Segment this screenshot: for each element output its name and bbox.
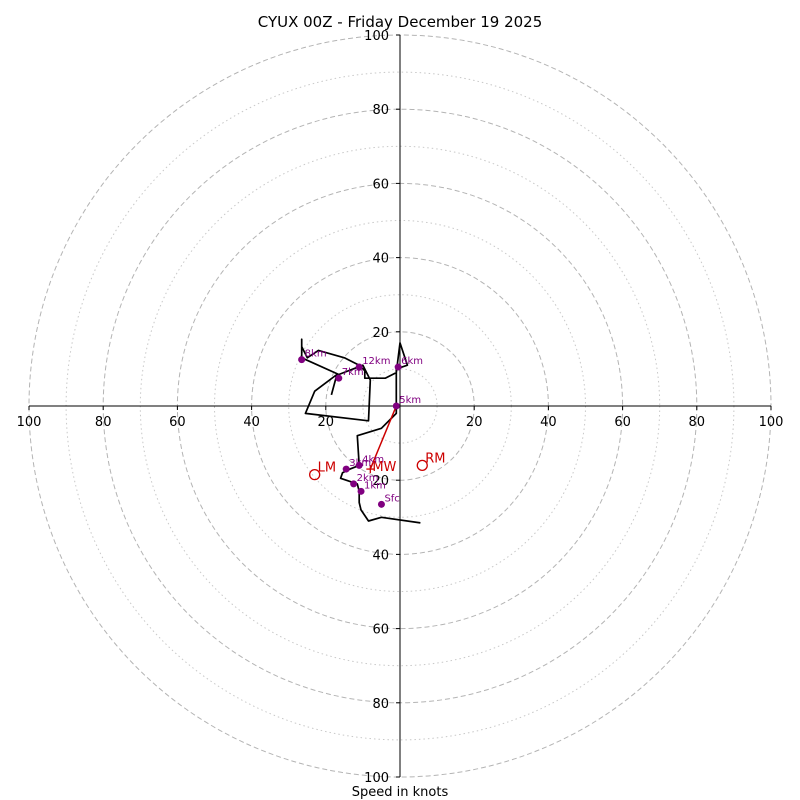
hodograph-trace — [300, 338, 421, 524]
chart-title: CYUX 00Z - Friday December 19 2025 — [258, 13, 543, 31]
height-label-2km: 2km — [357, 473, 379, 484]
height-marker-12km — [355, 363, 363, 371]
y-tick-label: 100 — [364, 771, 389, 786]
storm-motion-marker-rm — [416, 459, 428, 472]
height-marker-1km — [357, 487, 365, 495]
y-tick-label: 100 — [364, 29, 389, 44]
shear-vector-line — [369, 405, 397, 470]
x-tick-label: 20 — [466, 415, 483, 430]
height-marker-sfc — [377, 500, 385, 508]
height-marker-5km — [392, 402, 400, 410]
height-markers: Sfc1km2km3km4km5km6km7km8km12km — [298, 349, 423, 508]
height-label-4km: 4km — [362, 454, 384, 465]
height-label-6km: 6km — [401, 356, 423, 367]
height-marker-2km — [350, 480, 358, 488]
y-tick-label: 20 — [372, 326, 389, 341]
height-label-8km: 8km — [305, 349, 327, 360]
x-tick-label: 100 — [759, 415, 784, 430]
axes — [29, 35, 771, 777]
height-label-1km: 1km — [364, 480, 386, 491]
y-tick-label: 80 — [372, 697, 389, 712]
storm-motion: LM RM MW — [309, 405, 446, 481]
height-marker-4km — [355, 461, 363, 469]
x-tick-label: 60 — [169, 415, 186, 430]
height-label-12km: 12km — [362, 356, 390, 367]
y-tick-label: 40 — [372, 252, 389, 267]
y-tick-label: 60 — [372, 177, 389, 192]
height-marker-6km — [394, 363, 402, 371]
x-tick-label: 40 — [540, 415, 557, 430]
y-tick-label: 40 — [372, 548, 389, 563]
x-tick-label: 40 — [243, 415, 260, 430]
height-label-5km: 5km — [399, 395, 421, 406]
x-tick-label: 20 — [318, 415, 335, 430]
x-axis-label: Speed in knots — [352, 785, 449, 800]
height-marker-8km — [298, 356, 306, 364]
x-tick-label: 80 — [95, 415, 112, 430]
height-marker-7km — [335, 374, 343, 382]
x-tick-label: 80 — [689, 415, 706, 430]
height-marker-3km — [342, 465, 350, 473]
tick-labels: 100 80 60 40 20 20 40 60 80 100 20 40 60 80 100 20 40 60 8… — [17, 29, 784, 786]
y-tick-label: 80 — [372, 103, 389, 118]
height-label-7km: 7km — [342, 367, 364, 378]
storm-motion-label-lm: LM — [318, 461, 336, 476]
y-tick-label: 60 — [372, 623, 389, 638]
storm-motion-label-rm: RM — [425, 451, 445, 466]
hodograph-line — [300, 338, 421, 524]
x-tick-label: 100 — [17, 415, 42, 430]
mean-wind-label: MW — [372, 460, 396, 475]
x-tick-label: 60 — [614, 415, 631, 430]
storm-motion-marker-lm — [309, 468, 321, 481]
height-label-sfc: Sfc — [384, 493, 399, 504]
y-tick-label: 20 — [372, 474, 389, 489]
